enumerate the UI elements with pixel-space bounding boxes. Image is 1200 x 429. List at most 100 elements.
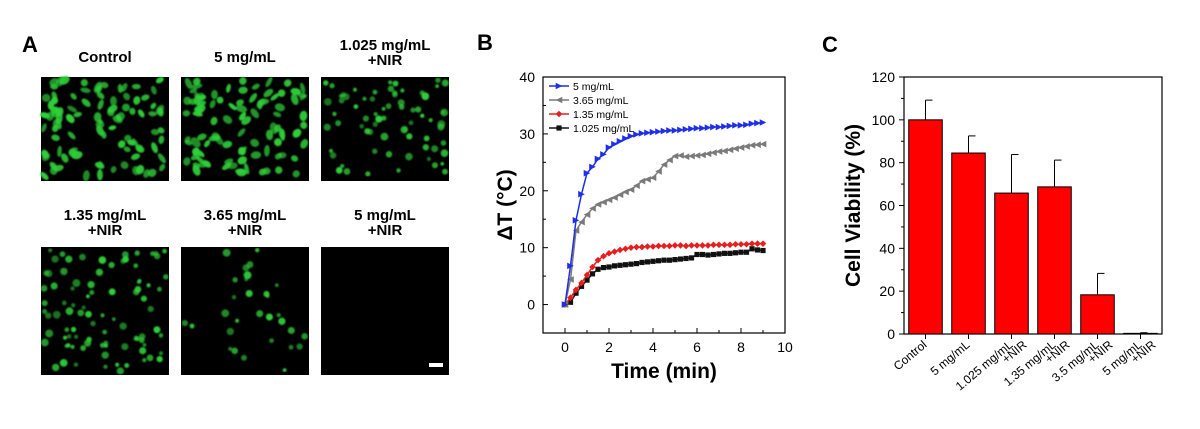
cell — [108, 125, 117, 131]
cell — [97, 169, 103, 181]
bar-2 — [994, 192, 1029, 335]
data-point-2 — [710, 241, 717, 249]
cell — [51, 282, 58, 289]
cell — [102, 351, 109, 358]
cell — [39, 171, 50, 182]
data-point-1 — [704, 150, 712, 158]
cell — [43, 270, 49, 276]
cell — [154, 103, 166, 116]
data-point-2 — [660, 242, 668, 250]
data-point-0 — [633, 131, 640, 138]
cell — [225, 83, 232, 93]
cell — [109, 288, 116, 295]
cell — [86, 294, 90, 298]
cell — [64, 327, 69, 332]
data-point-3 — [677, 256, 684, 262]
cell — [106, 103, 119, 115]
cell — [215, 95, 225, 105]
data-point-1 — [578, 218, 585, 226]
cell — [330, 152, 337, 159]
data-point-0 — [622, 135, 629, 142]
data-point-1 — [666, 156, 673, 164]
y-tick-label-c: 80 — [879, 155, 895, 171]
data-point-2 — [644, 243, 651, 250]
data-point-0 — [605, 144, 613, 151]
data-point-0 — [688, 125, 695, 133]
cell — [72, 279, 80, 287]
cell — [243, 162, 250, 175]
data-point-3 — [672, 257, 678, 263]
data-point-2 — [589, 263, 596, 271]
series-line-1 — [564, 143, 764, 305]
cell — [329, 149, 333, 153]
data-point-3 — [655, 258, 662, 264]
cell — [65, 256, 72, 263]
data-point-3 — [639, 259, 645, 266]
cell — [60, 152, 70, 164]
cell — [282, 78, 293, 89]
cell — [235, 169, 245, 174]
data-point-3 — [732, 250, 739, 256]
cell — [235, 104, 248, 114]
cell — [424, 136, 430, 142]
data-point-0 — [638, 130, 646, 137]
cell — [190, 324, 195, 329]
cell — [82, 170, 90, 182]
data-point-2 — [721, 241, 728, 249]
cell — [329, 83, 334, 88]
cell — [53, 164, 65, 173]
cell — [362, 97, 366, 101]
data-point-3 — [716, 251, 722, 257]
data-point-3 — [705, 252, 711, 258]
cell — [149, 102, 157, 111]
cell — [162, 249, 167, 254]
cell — [341, 92, 346, 97]
cell-group-1 — [182, 76, 309, 179]
cell — [147, 283, 151, 287]
cell — [210, 131, 221, 142]
data-point-3 — [606, 264, 612, 270]
cell — [223, 157, 234, 165]
data-point-1 — [600, 198, 607, 206]
cell — [122, 91, 132, 101]
cell — [221, 309, 229, 317]
data-point-2 — [677, 242, 684, 249]
cell — [290, 87, 302, 96]
cell — [278, 318, 285, 325]
cell — [191, 164, 202, 177]
cell — [192, 111, 203, 117]
cell — [85, 311, 92, 318]
cell — [269, 122, 279, 135]
cell — [135, 286, 142, 293]
cell — [236, 155, 248, 166]
cell — [96, 160, 104, 169]
cell — [244, 271, 252, 279]
cell — [42, 300, 48, 306]
data-point-1 — [759, 140, 767, 148]
cell — [297, 92, 308, 99]
cell — [189, 87, 198, 94]
data-point-3 — [661, 257, 667, 263]
cell — [269, 92, 280, 102]
x-tick-label-b: 6 — [693, 339, 701, 355]
cell — [115, 363, 119, 367]
data-point-1 — [671, 152, 679, 160]
tile-label-5-1: +NIR — [368, 222, 403, 239]
data-point-3 — [683, 255, 689, 262]
cell — [124, 363, 129, 368]
cell — [189, 135, 203, 149]
data-point-0 — [660, 127, 668, 135]
cell — [323, 80, 328, 85]
data-point-3 — [754, 247, 761, 253]
cell — [227, 102, 237, 112]
cell — [82, 305, 86, 309]
data-point-3 — [567, 299, 574, 305]
cell — [158, 135, 165, 145]
cell — [386, 103, 392, 109]
data-point-2 — [578, 279, 585, 287]
y-tick-label-b: 10 — [519, 240, 535, 256]
cell — [299, 110, 308, 121]
data-point-3 — [688, 255, 695, 261]
tile-label-4-1: +NIR — [228, 222, 263, 239]
